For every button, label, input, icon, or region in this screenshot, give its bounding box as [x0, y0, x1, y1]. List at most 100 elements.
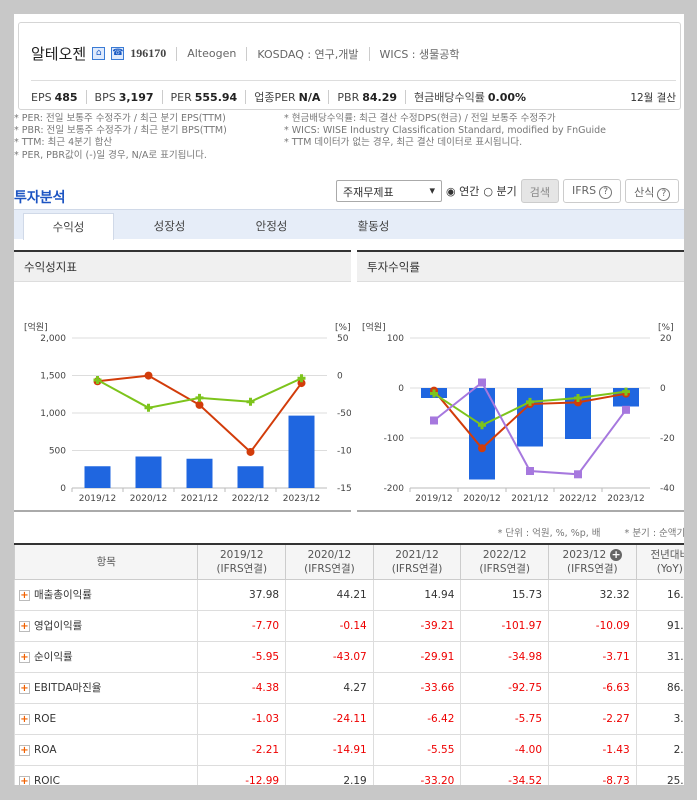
x-tick: 2021/12 — [511, 494, 548, 504]
header-line1: 2023/12 — [562, 548, 607, 561]
expand-columns-icon[interactable]: + — [610, 547, 623, 561]
metrics-bar: EPS 485 BPS 3,197 PER 555.94 업종PER N/A PBR 84.29 현… — [31, 89, 526, 105]
bar — [186, 458, 213, 488]
point — [144, 371, 153, 380]
cell-text: 86.12 — [666, 681, 684, 694]
metric-value: 0.00% — [487, 91, 527, 104]
cell-text: -2.27 — [602, 712, 630, 725]
header-line2: (YoY) — [656, 562, 683, 575]
metric-label: 현금배당수익률 — [414, 91, 485, 104]
header-line1: 2022/12 — [482, 548, 527, 561]
tab-profitability[interactable]: 수익성 — [23, 213, 114, 240]
page: 알테오젠 ⌂ ☎ 196170 Alteogen KOSDAQ : 연구,개발 … — [14, 14, 684, 785]
y-tick-right: 0 — [660, 384, 666, 394]
search-button[interactable]: 검색 — [520, 179, 559, 203]
cell-text: -34.52 — [508, 774, 543, 786]
company-name: 알테오젠 — [31, 45, 87, 63]
cell-text: -0.14 — [339, 619, 367, 632]
axis-label-right: [%] — [658, 323, 674, 333]
cell-text: -33.66 — [420, 681, 455, 694]
point — [297, 374, 306, 383]
y-tick-right: 20 — [660, 334, 672, 344]
table-row: + ROA -2.21 -14.91 -5.55 -4.00 -1.43 2.57 — [14, 733, 684, 766]
tab-stability[interactable]: 안정성 — [255, 219, 288, 233]
radio-annual[interactable]: ◉ 연간 — [446, 185, 480, 198]
metric-label: BPS — [94, 90, 116, 104]
cell-text: ROA — [34, 743, 57, 756]
value-cell: 91.88 — [635, 609, 684, 642]
point — [195, 393, 204, 402]
cell-text: 16.59 — [666, 588, 684, 601]
cell-text: -1.03 — [251, 712, 280, 725]
value-cell: 31.27 — [635, 640, 684, 673]
value-cell: -39.21 — [372, 609, 462, 642]
cell-text: -5.75 — [514, 712, 543, 725]
tab-activity[interactable]: 활동성 — [357, 219, 390, 233]
axis-label-left: [억원] — [362, 321, 386, 333]
ifrs-label: IFRS — [571, 184, 597, 197]
metric-value: 3,197 — [118, 90, 154, 104]
bar — [469, 388, 495, 480]
cell-text: -39.21 — [420, 619, 455, 632]
value-cell: 14.94 — [372, 578, 462, 611]
bar — [84, 466, 111, 488]
cell-text: -29.91 — [420, 650, 455, 663]
metric-value: 485 — [54, 90, 78, 104]
phone-icon[interactable]: ☎ — [111, 47, 125, 60]
bar — [237, 466, 264, 488]
x-tick: 2023/12 — [283, 494, 320, 504]
cell-text: -33.20 — [420, 774, 455, 786]
point — [574, 398, 582, 407]
header-line1: 전년대비 — [650, 548, 685, 561]
metric: PER 555.94 — [171, 91, 238, 104]
market-sector: KOSDAQ : 연구,개발 — [257, 47, 359, 61]
cell-text: 15.73 — [511, 588, 543, 601]
expand-icon[interactable]: + — [19, 744, 30, 756]
row-label[interactable]: + EBITDA마진율 — [14, 671, 199, 704]
header-line1: 2020/12 — [307, 548, 352, 561]
metric-value: 555.94 — [194, 90, 238, 104]
y-tick-right: 0 — [337, 372, 343, 382]
tab-growth[interactable]: 성장성 — [153, 219, 186, 233]
expand-icon[interactable]: + — [19, 652, 30, 663]
value-cell: -29.91 — [372, 640, 462, 673]
formula-button[interactable]: 산식? — [625, 179, 680, 203]
ifrs-button[interactable]: IFRS? — [562, 179, 622, 203]
table-row: + EBITDA마진율 -4.38 4.27 -33.66 -92.75 -6.63 86.1… — [14, 671, 684, 704]
metric-label: PER — [170, 90, 192, 104]
x-tick: 2019/12 — [415, 494, 452, 504]
expand-icon[interactable]: + — [19, 590, 30, 601]
cell-text: -24.11 — [332, 712, 367, 725]
value-cell: 32.32 — [548, 578, 637, 611]
row-label[interactable]: + ROE — [14, 702, 199, 735]
expand-icon[interactable]: + — [19, 683, 30, 694]
note: * TTM: 최근 4분기 합산 — [14, 137, 113, 149]
y-tick-left: 1,000 — [40, 409, 66, 419]
statement-select[interactable]: 주재무제표 ▾ — [336, 180, 442, 202]
y-tick-left: 500 — [49, 447, 66, 457]
radio-quarter[interactable]: ○ 분기 — [483, 185, 517, 198]
value-cell: -4.38 — [197, 671, 287, 704]
row-label[interactable]: + 영업이익률 — [14, 609, 199, 642]
cell-text: 25.79 — [666, 774, 684, 786]
row-label[interactable]: + ROA — [14, 733, 199, 766]
home-icon[interactable]: ⌂ — [92, 47, 106, 60]
cell-text: 44.21 — [336, 588, 367, 601]
expand-icon[interactable]: + — [19, 775, 30, 785]
y-tick-right: 50 — [337, 334, 349, 344]
note: * PBR: 전일 보통주 수정주가 / 최근 분기 BPS(TTM) — [14, 125, 227, 137]
row-label[interactable]: + 매출총이익률 — [14, 578, 199, 611]
point — [574, 470, 582, 479]
cell-text: 4.27 — [343, 681, 367, 694]
expand-icon[interactable]: + — [19, 621, 30, 632]
row-label[interactable]: + 순이익률 — [14, 640, 199, 673]
row-label[interactable]: + ROIC — [14, 764, 199, 785]
header-line2: (IFRS연결) — [479, 562, 530, 575]
value-cell: -33.66 — [372, 671, 462, 704]
expand-icon[interactable]: + — [19, 713, 30, 725]
bar — [517, 388, 543, 447]
value-cell: 4.27 — [285, 671, 374, 704]
radio-quarter-label: 분기 — [496, 185, 517, 198]
value-cell: -10.09 — [548, 609, 637, 642]
